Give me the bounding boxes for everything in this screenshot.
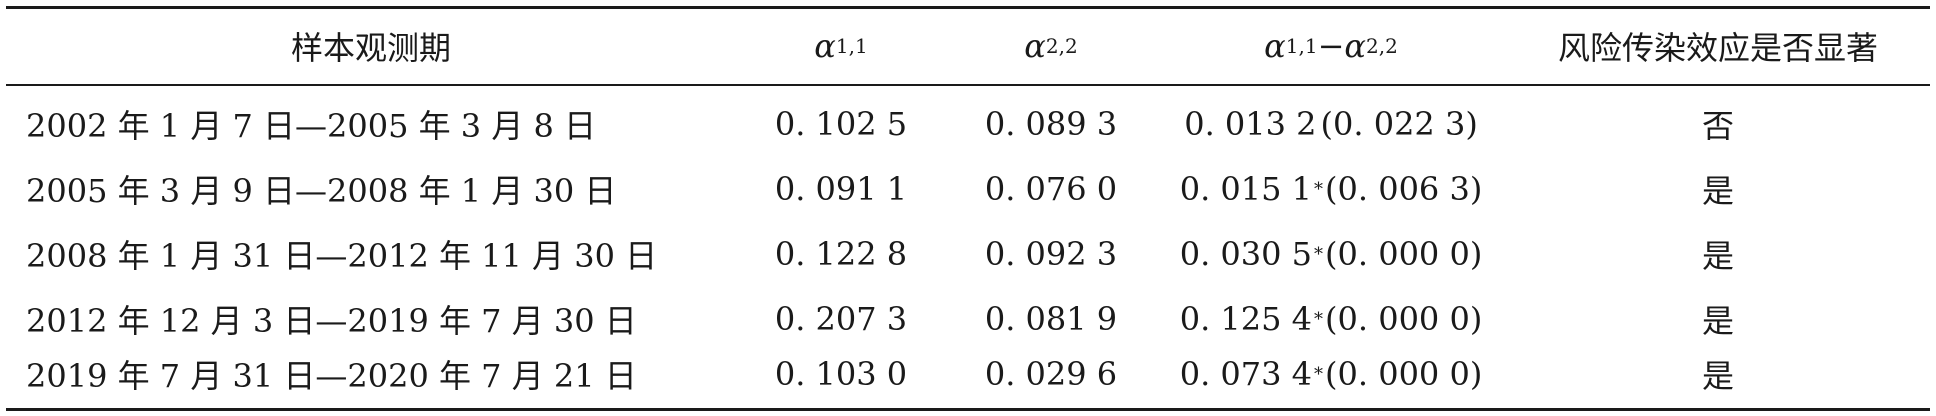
header-alpha11: α 1,1 <box>736 14 946 78</box>
header-diff: α 1,1− α 2,2 <box>1156 14 1506 78</box>
cell-diff-star: * <box>1314 178 1324 200</box>
cell-diff: 0. 125 4 * (0. 000 0) <box>1156 287 1506 351</box>
cell-diff: 0. 073 4 * (0. 000 0) <box>1156 342 1506 406</box>
cell-alpha11: 0. 102 5 <box>774 105 908 143</box>
table-row: 2002 年 1 月 7 日—2005 年 3 月 8 日 0. 102 5 0… <box>6 92 1930 156</box>
cell-alpha11: 0. 207 3 <box>774 300 908 338</box>
cell-significant: 是 <box>1701 357 1734 395</box>
header-alpha11-sub: 1,1 <box>835 34 868 58</box>
table-row: 2005 年 3 月 9 日—2008 年 1 月 30 日 0. 091 1 … <box>6 157 1930 221</box>
header-diff-symbol1: α <box>1264 27 1286 65</box>
cell-diff-value: 0. 073 4 <box>1179 355 1313 393</box>
cell-diff-p: (0. 022 3) <box>1320 105 1478 143</box>
cell-diff-star: * <box>1314 243 1324 265</box>
header-alpha22-sub: 2,2 <box>1045 34 1078 58</box>
table-top-rule <box>6 6 1930 9</box>
header-alpha22: α 2,2 <box>946 14 1156 78</box>
cell-alpha22: 0. 092 3 <box>984 235 1118 273</box>
cell-diff-p: (0. 000 0) <box>1325 355 1483 393</box>
cell-diff-value: 0. 125 4 <box>1179 300 1313 338</box>
cell-alpha11: 0. 122 8 <box>774 235 908 273</box>
cell-diff-value: 0. 015 1 <box>1179 170 1313 208</box>
table-row: 2019 年 7 月 31 日—2020 年 7 月 21 日 0. 103 0… <box>6 342 1930 406</box>
cell-diff-value: 0. 013 2 <box>1184 105 1317 143</box>
cell-diff: 0. 030 5 * (0. 000 0) <box>1156 222 1506 286</box>
header-alpha11-symbol: α <box>814 27 836 65</box>
cell-period: 2002 年 1 月 7 日—2005 年 3 月 8 日 <box>26 107 597 145</box>
cell-diff-p: (0. 000 0) <box>1325 235 1483 273</box>
table-row: 2012 年 12 月 3 日—2019 年 7 月 30 日 0. 207 3… <box>6 287 1930 351</box>
header-alpha22-symbol: α <box>1024 27 1046 65</box>
cell-alpha22: 0. 081 9 <box>984 300 1118 338</box>
cell-diff: 0. 015 1 * (0. 006 3) <box>1156 157 1506 221</box>
cell-diff-p: (0. 006 3) <box>1325 170 1483 208</box>
cell-significant: 是 <box>1701 237 1734 275</box>
header-diff-op: − <box>1317 27 1345 65</box>
cell-diff: 0. 013 2 (0. 022 3) <box>1156 92 1506 156</box>
cell-period: 2005 年 3 月 9 日—2008 年 1 月 30 日 <box>26 172 617 210</box>
table-header-rule <box>6 84 1930 86</box>
cell-alpha22: 0. 089 3 <box>984 105 1118 143</box>
cell-alpha22: 0. 029 6 <box>984 355 1118 393</box>
cell-significant: 是 <box>1701 302 1734 340</box>
header-diff-sub2: 2,2 <box>1366 34 1398 58</box>
cell-diff-p: (0. 000 0) <box>1325 300 1483 338</box>
cell-period: 2019 年 7 月 31 日—2020 年 7 月 21 日 <box>26 357 637 395</box>
cell-alpha22: 0. 076 0 <box>984 170 1118 208</box>
cell-diff-star: * <box>1314 308 1324 330</box>
cell-diff-value: 0. 030 5 <box>1179 235 1313 273</box>
header-diff-sub1: 1,1 <box>1285 34 1318 58</box>
table-bottom-rule <box>6 408 1930 411</box>
header-significant: 风险传染效应是否显著 <box>1557 29 1878 67</box>
table-row: 2008 年 1 月 31 日—2012 年 11 月 30 日 0. 122 … <box>6 222 1930 286</box>
cell-alpha11: 0. 091 1 <box>774 170 908 208</box>
header-period: 样本观测期 <box>290 29 451 67</box>
header-diff-symbol2: α <box>1344 27 1367 65</box>
cell-diff-star: * <box>1314 363 1324 385</box>
cell-alpha11: 0. 103 0 <box>774 355 908 393</box>
cell-significant: 是 <box>1701 172 1734 210</box>
cell-period: 2008 年 1 月 31 日—2012 年 11 月 30 日 <box>26 237 658 275</box>
table-header-row: 样本观测期 α 1,1 α 2,2 α 1,1− α 2,2 风险传染效应是否显著 <box>6 14 1930 78</box>
cell-period: 2012 年 12 月 3 日—2019 年 7 月 30 日 <box>26 302 637 340</box>
cell-significant: 否 <box>1701 107 1734 145</box>
